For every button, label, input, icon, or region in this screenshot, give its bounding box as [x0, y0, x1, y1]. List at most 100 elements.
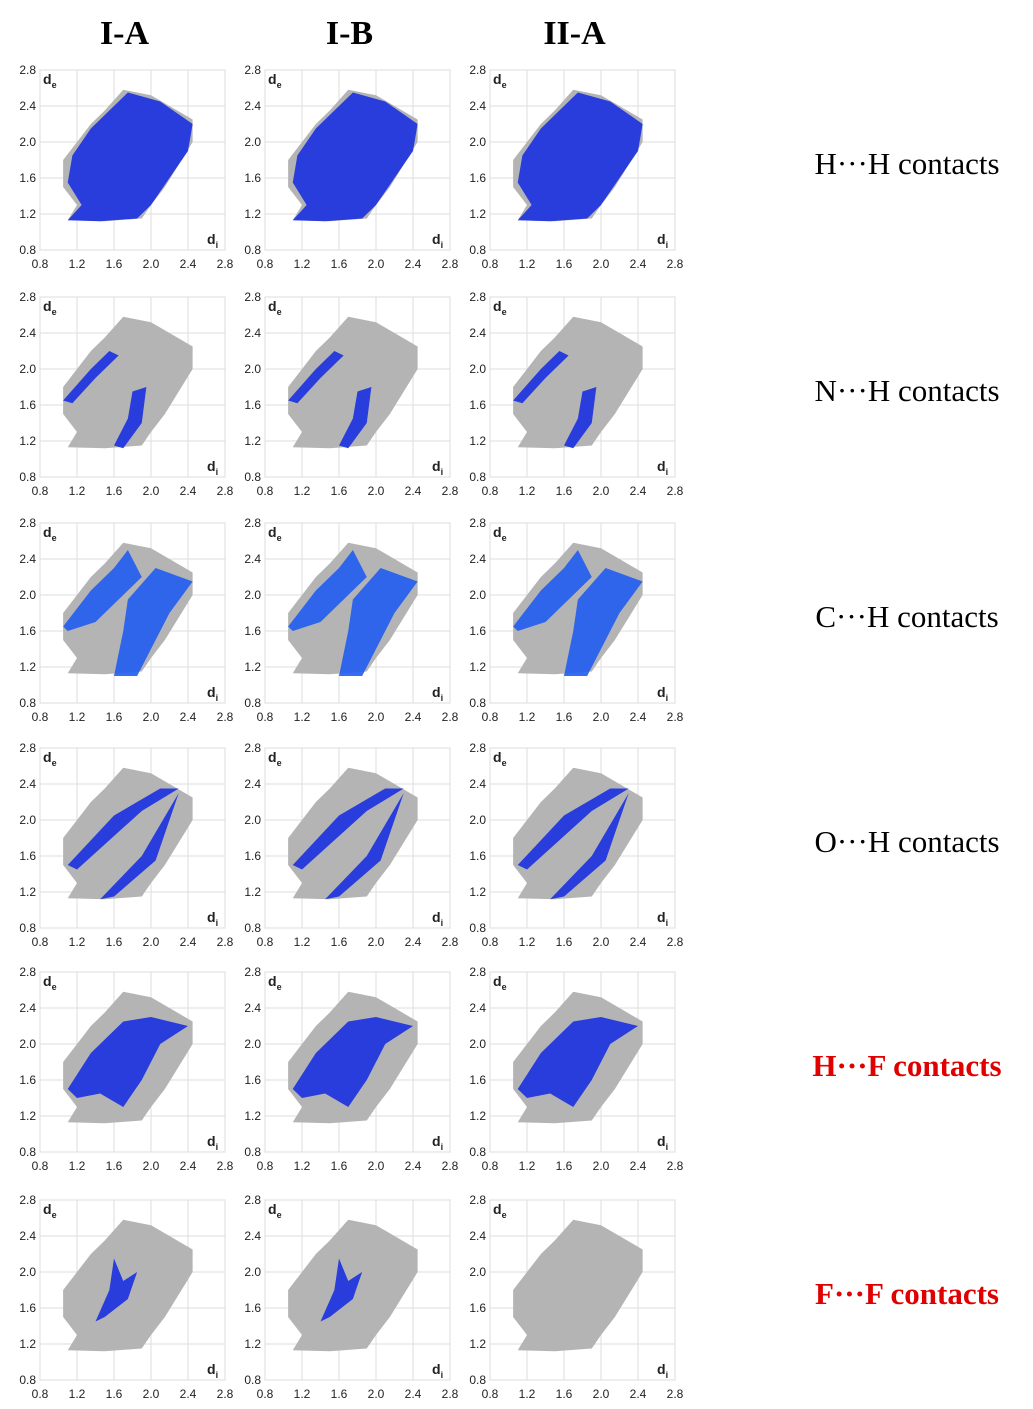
fingerprint-background — [63, 767, 193, 900]
y-axis-label-sub: e — [52, 307, 57, 317]
y-tick-label: 2.0 — [469, 813, 486, 827]
y-axis-label: de — [43, 71, 57, 90]
x-tick-label: 0.8 — [257, 484, 274, 498]
x-tick-label: 1.2 — [69, 1387, 86, 1401]
fingerprint-region — [95, 1258, 138, 1322]
x-tick-label: 2.8 — [442, 710, 459, 724]
y-tick-label: 2.4 — [244, 1001, 261, 1015]
x-tick-label: 1.2 — [519, 710, 536, 724]
x-tick-label: 1.6 — [331, 257, 348, 271]
y-tick-label: 2.8 — [469, 741, 486, 755]
fingerprint-region — [114, 568, 193, 676]
y-axis-label: de — [493, 973, 507, 992]
y-axis-label-sub: e — [502, 80, 507, 90]
y-axis-label-sub: e — [277, 533, 282, 543]
y-tick-label: 1.6 — [19, 849, 36, 863]
x-tick-label: 2.0 — [593, 257, 610, 271]
y-tick-label: 0.8 — [244, 470, 261, 484]
x-tick-label: 1.2 — [294, 257, 311, 271]
x-tick-label: 2.4 — [630, 935, 647, 949]
x-axis-label-sub: i — [666, 240, 669, 250]
y-tick-label: 1.6 — [469, 171, 486, 185]
y-tick-label: 2.0 — [19, 1265, 36, 1279]
x-tick-label: 2.0 — [593, 935, 610, 949]
y-axis-label-main: d — [493, 298, 502, 314]
y-axis-label-sub: e — [277, 758, 282, 768]
row-label: H···H contacts — [814, 146, 999, 181]
x-tick-label: 1.6 — [106, 710, 123, 724]
x-axis-label: di — [657, 1361, 668, 1380]
y-axis-label-main: d — [43, 298, 52, 314]
y-tick-label: 1.2 — [469, 660, 486, 674]
y-tick-label: 2.8 — [19, 516, 36, 530]
y-axis-label: de — [268, 749, 282, 768]
y-axis-label-sub: e — [277, 80, 282, 90]
y-tick-label: 2.0 — [244, 813, 261, 827]
x-tick-label: 2.4 — [630, 257, 647, 271]
y-tick-label: 2.0 — [244, 1265, 261, 1279]
x-tick-label: 1.2 — [69, 1159, 86, 1173]
y-axis-label-sub: e — [502, 982, 507, 992]
x-tick-label: 2.8 — [217, 1387, 234, 1401]
y-tick-label: 1.2 — [19, 885, 36, 899]
x-tick-label: 2.0 — [368, 710, 385, 724]
y-axis-label-sub: e — [502, 758, 507, 768]
row-label: F···F contacts — [815, 1276, 999, 1311]
x-tick-label: 0.8 — [257, 710, 274, 724]
fingerprint-region — [292, 92, 418, 222]
x-axis-label-sub: i — [216, 693, 219, 703]
x-axis-label: di — [432, 458, 443, 477]
x-axis-label-main: d — [207, 684, 216, 700]
x-axis-label-sub: i — [441, 467, 444, 477]
y-tick-label: 2.8 — [469, 965, 486, 979]
y-axis-label-main: d — [43, 749, 52, 765]
y-axis-label-sub: e — [52, 982, 57, 992]
x-axis-label-main: d — [432, 231, 441, 247]
x-tick-label: 1.6 — [106, 1387, 123, 1401]
fingerprint-region — [517, 788, 629, 870]
x-tick-label: 1.6 — [556, 1159, 573, 1173]
y-axis-label-sub: e — [277, 982, 282, 992]
y-axis-label-main: d — [268, 524, 277, 540]
x-axis-label: di — [657, 909, 668, 928]
y-tick-label: 0.8 — [469, 921, 486, 935]
y-tick-label: 2.8 — [244, 965, 261, 979]
row-label: N···H contacts — [814, 373, 999, 408]
y-axis-label-main: d — [43, 524, 52, 540]
y-tick-label: 1.6 — [469, 624, 486, 638]
fingerprint-background — [288, 316, 418, 449]
x-tick-label: 1.2 — [69, 257, 86, 271]
y-tick-label: 2.0 — [244, 362, 261, 376]
x-tick-label: 1.2 — [69, 484, 86, 498]
fingerprint-region — [564, 568, 643, 676]
y-tick-label: 0.8 — [469, 243, 486, 257]
y-axis-label-sub: e — [502, 307, 507, 317]
x-tick-label: 1.6 — [106, 484, 123, 498]
fingerprint-region — [517, 92, 643, 222]
x-tick-label: 2.4 — [180, 484, 197, 498]
x-axis-label-main: d — [657, 1133, 666, 1149]
y-tick-label: 2.0 — [469, 1037, 486, 1051]
y-tick-label: 1.2 — [244, 885, 261, 899]
x-axis-label: di — [432, 1361, 443, 1380]
x-tick-label: 2.8 — [442, 257, 459, 271]
y-tick-label: 2.0 — [19, 588, 36, 602]
column-header: I-A — [100, 15, 150, 52]
x-axis-label: di — [657, 458, 668, 477]
y-tick-label: 1.6 — [469, 398, 486, 412]
y-axis-label-main: d — [493, 749, 502, 765]
x-tick-label: 1.6 — [556, 1387, 573, 1401]
x-tick-label: 1.6 — [331, 935, 348, 949]
x-tick-label: 0.8 — [482, 1159, 499, 1173]
x-axis-label-main: d — [432, 909, 441, 925]
x-tick-label: 1.2 — [519, 1159, 536, 1173]
x-axis-label-sub: i — [666, 1370, 669, 1380]
row-label: C···H contacts — [815, 599, 998, 634]
x-axis-label-main: d — [657, 1361, 666, 1377]
x-tick-label: 2.4 — [405, 710, 422, 724]
x-tick-label: 1.2 — [519, 484, 536, 498]
